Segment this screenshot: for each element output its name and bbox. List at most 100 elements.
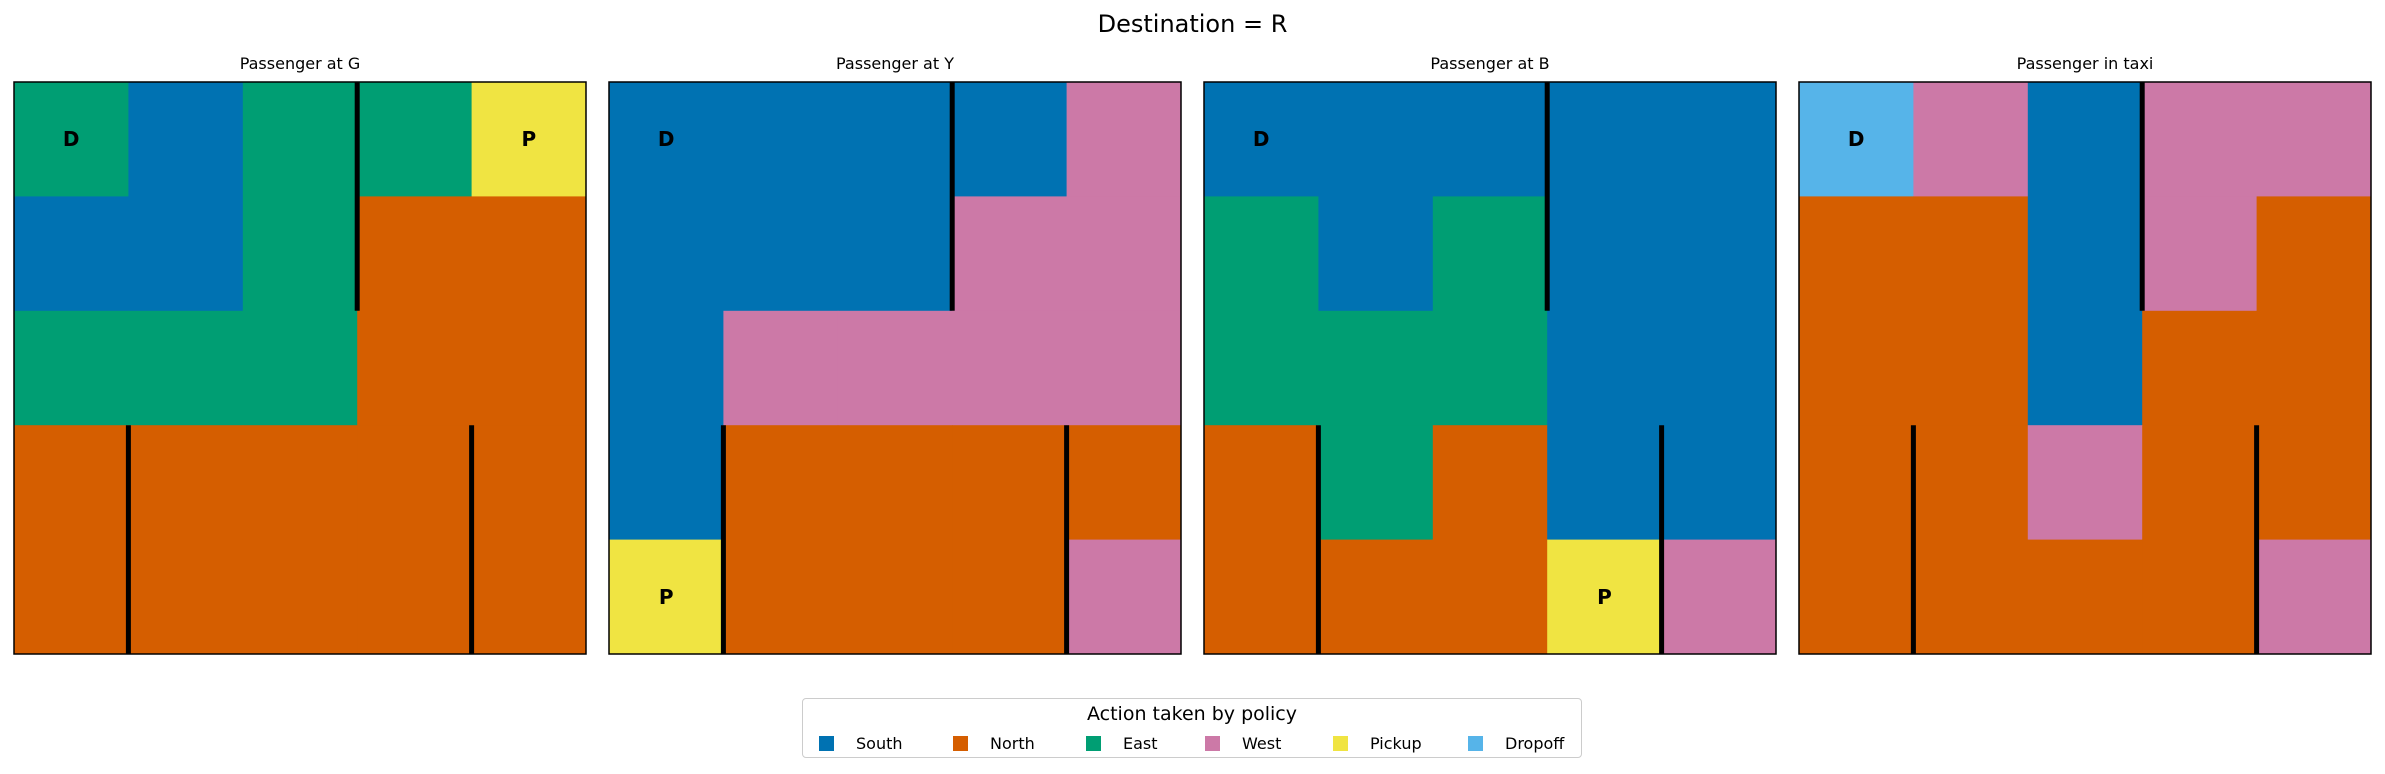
grid-cell-r0-c2	[837, 82, 953, 197]
grid-cell-r3-c2	[1432, 425, 1548, 541]
grid-cell-r0-c3	[952, 82, 1068, 197]
grid-panel-2: DP	[608, 81, 1182, 655]
grid-cell-r2-c3	[952, 310, 1068, 426]
grid-panel-4: D	[1798, 81, 2372, 655]
grid-cell-r4-c0	[14, 539, 129, 655]
panel-title-3: Passenger at B	[1430, 54, 1550, 73]
grid-cell-r3-c1	[1318, 425, 1434, 541]
grid-cell-r0-c1	[723, 82, 839, 197]
grid-cell-r1-c0	[14, 196, 129, 312]
grid-cell-r1-c1	[128, 196, 244, 312]
grid-cell-r0-c3	[357, 82, 473, 197]
grid-cell-r4-c1	[723, 539, 839, 655]
grid-cell-r1-c2	[837, 196, 953, 312]
legend-swatch-dropoff	[1468, 735, 1483, 751]
grid-cell-r4-c4	[471, 539, 587, 655]
panel-title-1: Passenger at G	[239, 54, 361, 73]
legend-swatch-west	[1205, 735, 1220, 751]
grid-cell-r2-c2	[1432, 310, 1548, 426]
grid-cell-r3-c1	[128, 425, 244, 541]
grid-cell-r2-c4	[2256, 310, 2372, 426]
grid-cell-r0-c2	[242, 82, 358, 197]
marker-D-1: D	[1253, 127, 1270, 151]
grid-cell-r2-c4	[1661, 310, 1777, 426]
legend-swatch-pickup	[1333, 735, 1348, 751]
legend-label-pickup: Pickup	[1370, 733, 1422, 753]
grid-cell-r4-c2	[242, 539, 358, 655]
grid-cell-r1-c3	[952, 196, 1068, 312]
grid-panel-3: DP	[1203, 81, 1777, 655]
legend-label-north: North	[990, 733, 1035, 753]
grid-cell-r0-c0	[609, 82, 724, 197]
grid-cell-r2-c4	[471, 310, 587, 426]
legend-item-north: North	[953, 733, 1035, 753]
grid-cell-r2-c0	[14, 310, 129, 426]
legend-label-west: West	[1242, 733, 1282, 753]
grid-cell-r4-c4	[1661, 539, 1777, 655]
grid-cell-r0-c3	[2142, 82, 2258, 197]
grid-cell-r2-c1	[723, 310, 839, 426]
grid-cell-r0-c4	[1066, 82, 1182, 197]
grid-cell-r0-c4	[2256, 82, 2372, 197]
legend-item-south: South	[819, 733, 903, 753]
grid-cell-r0-c4	[1661, 82, 1777, 197]
grid-cell-r3-c2	[2027, 425, 2143, 541]
legend-label-east: East	[1123, 733, 1158, 753]
grid-cell-r3-c3	[2142, 425, 2258, 541]
grid-cell-r4-c0	[1204, 539, 1319, 655]
marker-P-2: P	[1597, 585, 1612, 609]
grid-cell-r1-c1	[723, 196, 839, 312]
grid-cell-r0-c1	[128, 82, 244, 197]
grid-cell-r3-c3	[952, 425, 1068, 541]
grid-cell-r2-c3	[357, 310, 473, 426]
legend-item-pickup: Pickup	[1333, 733, 1422, 753]
grid-border	[608, 81, 1182, 655]
grid-cell-r2-c0	[1799, 310, 1914, 426]
grid-border	[1798, 81, 2372, 655]
grid-border	[1203, 81, 1777, 655]
grid-cell-r4-c2	[1432, 539, 1548, 655]
legend-swatch-north	[953, 735, 968, 751]
grid-cell-r2-c1	[1913, 310, 2029, 426]
legend-item-dropoff: Dropoff	[1468, 733, 1564, 753]
legend-swatch-east	[1086, 735, 1101, 751]
grid-cell-r2-c1	[1318, 310, 1434, 426]
grid-cell-r4-c3	[357, 539, 473, 655]
legend-item-west: West	[1205, 733, 1281, 753]
grid-cell-r4-c0	[609, 539, 724, 655]
grid-cell-r1-c2	[1432, 196, 1548, 312]
grid-cell-r1-c1	[1913, 196, 2029, 312]
grid-cell-r2-c2	[2027, 310, 2143, 426]
grid-cell-r1-c4	[1661, 196, 1777, 312]
grid-cell-r0-c2	[2027, 82, 2143, 197]
grid-cell-r1-c0	[1204, 196, 1319, 312]
grid-cell-r4-c2	[837, 539, 953, 655]
grid-cell-r4-c1	[128, 539, 244, 655]
grid-cell-r4-c4	[2256, 539, 2372, 655]
grid-cell-r3-c0	[1799, 425, 1914, 541]
grid-cell-r0-c1	[1318, 82, 1434, 197]
legend-item-east: East	[1086, 733, 1158, 753]
grid-cell-r3-c3	[1547, 425, 1663, 541]
grid-cell-r1-c2	[2027, 196, 2143, 312]
grid-cell-r3-c3	[357, 425, 473, 541]
marker-D-1: D	[63, 127, 80, 151]
marker-P-2: P	[659, 585, 674, 609]
grid-cell-r1-c1	[1318, 196, 1434, 312]
grid-cell-r4-c0	[1799, 539, 1914, 655]
grid-cell-r4-c2	[2027, 539, 2143, 655]
grid-cell-r3-c4	[471, 425, 587, 541]
grid-cell-r4-c1	[1318, 539, 1434, 655]
legend-title: Action taken by policy	[1086, 703, 1297, 725]
grid-cell-r1-c3	[1547, 196, 1663, 312]
grid-cell-r0-c2	[1432, 82, 1548, 197]
grid-cell-r3-c1	[723, 425, 839, 541]
grid-cell-r3-c4	[1661, 425, 1777, 541]
grid-cell-r4-c3	[952, 539, 1068, 655]
figure-title: Destination = R	[1097, 10, 1288, 38]
grid-cell-r3-c0	[1204, 425, 1319, 541]
grid-cell-r3-c2	[242, 425, 358, 541]
panel-title-4: Passenger in taxi	[2016, 54, 2154, 73]
marker-D-1: D	[1848, 127, 1865, 151]
